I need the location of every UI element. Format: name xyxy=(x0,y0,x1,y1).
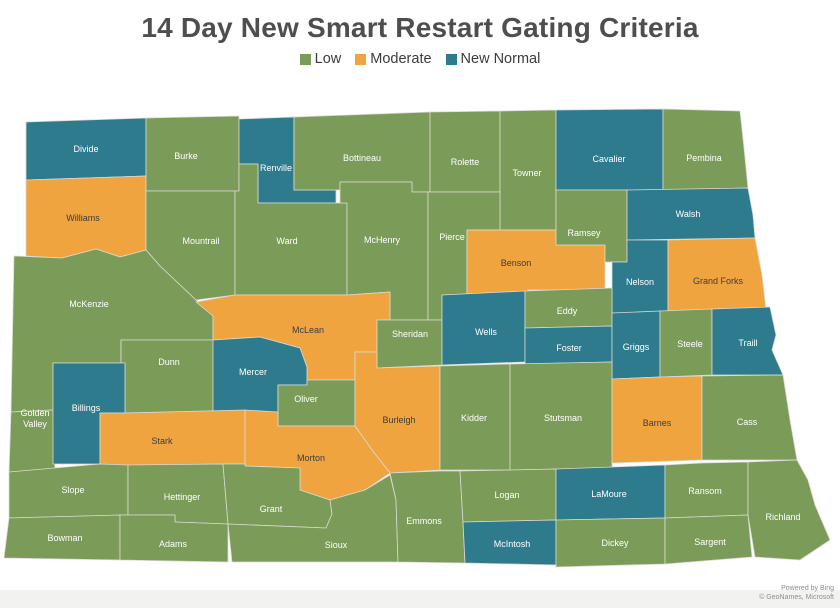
county-eddy[interactable] xyxy=(524,287,613,329)
page-title: 14 Day New Smart Restart Gating Criteria xyxy=(141,12,699,43)
county-sheridan[interactable] xyxy=(376,319,443,369)
county-steele[interactable] xyxy=(659,308,713,378)
county-foster[interactable] xyxy=(524,325,613,365)
legend-swatch-new-normal-icon xyxy=(445,53,457,65)
legend-label-new-normal: New Normal xyxy=(460,51,541,67)
county-golden-valley[interactable] xyxy=(8,409,56,473)
legend: Low Moderate New Normal xyxy=(0,51,840,67)
county-emmons[interactable] xyxy=(389,470,466,564)
county-lamoure[interactable] xyxy=(555,464,666,521)
attribution-line-1: Powered by Bing xyxy=(781,585,834,592)
county-grand-forks[interactable] xyxy=(667,237,767,314)
county-towner[interactable] xyxy=(499,109,557,231)
county-pembina[interactable] xyxy=(662,108,749,191)
county-kidder[interactable] xyxy=(439,363,511,471)
county-richland[interactable] xyxy=(747,459,831,561)
county-walsh[interactable] xyxy=(626,187,756,241)
legend-item-moderate[interactable]: Moderate xyxy=(355,51,432,67)
county-cavalier[interactable] xyxy=(555,108,664,191)
legend-item-low[interactable]: Low xyxy=(299,51,342,67)
county-sioux[interactable] xyxy=(227,474,399,563)
county-traill[interactable] xyxy=(711,306,784,376)
county-stark[interactable] xyxy=(99,409,246,467)
county-stutsman[interactable] xyxy=(509,361,613,471)
county-wells[interactable] xyxy=(441,290,526,366)
county-shapes xyxy=(3,108,831,568)
county-divide[interactable] xyxy=(25,117,147,181)
county-dunn[interactable] xyxy=(120,339,214,414)
attribution-line-2: © GeoNames, Microsoft xyxy=(759,594,834,601)
legend-label-low: Low xyxy=(314,51,342,67)
legend-item-new-normal[interactable]: New Normal xyxy=(445,51,541,67)
county-bottineau[interactable] xyxy=(293,111,431,193)
county-barnes[interactable] xyxy=(611,375,703,464)
county-cass[interactable] xyxy=(701,374,798,461)
map-attribution: Powered by Bing © GeoNames, Microsoft xyxy=(759,584,834,602)
county-bowman[interactable] xyxy=(3,514,121,561)
county-oliver[interactable] xyxy=(277,379,356,427)
county-dickey[interactable] xyxy=(555,517,666,568)
bottom-strip xyxy=(0,590,840,608)
legend-swatch-moderate-icon xyxy=(355,53,367,65)
map-header: 14 Day New Smart Restart Gating Criteria… xyxy=(0,0,840,67)
county-griggs[interactable] xyxy=(611,310,661,380)
county-ransom[interactable] xyxy=(664,461,749,519)
county-sargent[interactable] xyxy=(664,514,753,565)
legend-label-moderate: Moderate xyxy=(370,51,432,67)
county-slope[interactable] xyxy=(8,463,129,519)
county-williams[interactable] xyxy=(25,175,147,259)
county-mcintosh[interactable] xyxy=(462,519,557,566)
county-burke[interactable] xyxy=(145,115,240,192)
county-logan[interactable] xyxy=(459,468,557,523)
legend-swatch-low-icon xyxy=(299,53,311,65)
county-rolette[interactable] xyxy=(429,110,501,193)
